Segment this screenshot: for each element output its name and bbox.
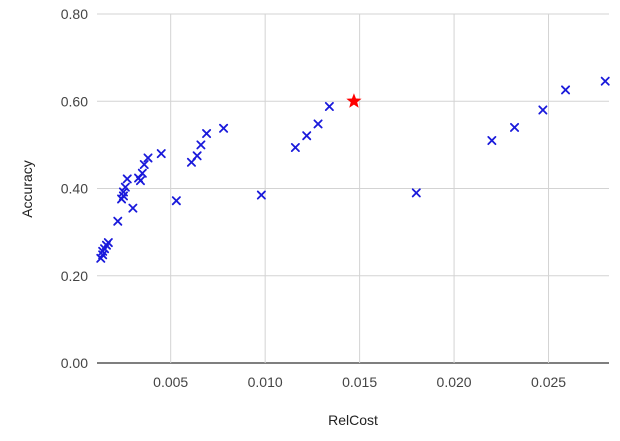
- data-point-x-marker: [411, 188, 421, 198]
- data-point-x-marker: [256, 190, 266, 200]
- grid-layer: [97, 13, 609, 364]
- data-point-x-marker: [538, 105, 548, 115]
- data-point-x-marker: [171, 196, 181, 206]
- data-point-x-marker: [122, 174, 132, 184]
- x-tick-label: 0.010: [248, 374, 283, 390]
- data-point-x-marker: [302, 131, 312, 141]
- data-point-x-marker: [192, 151, 202, 161]
- data-point-x-marker: [156, 149, 166, 159]
- y-tick-label: 0.80: [61, 6, 88, 22]
- points-layer: [96, 76, 610, 263]
- data-point-x-marker: [139, 160, 149, 170]
- highlighted-star-point: [346, 93, 362, 108]
- data-point-x-marker: [103, 238, 113, 248]
- data-point-x-marker: [196, 140, 206, 150]
- y-tick-label: 0.20: [61, 268, 88, 284]
- data-point-x-marker: [143, 153, 153, 163]
- data-point-x-marker: [313, 119, 323, 129]
- data-point-x-marker: [135, 176, 145, 186]
- x-tick-label: 0.015: [342, 374, 377, 390]
- data-point-x-marker: [290, 142, 300, 152]
- y-axis-title: Accuracy: [19, 160, 35, 218]
- axis-layer: 0.00 0.20 0.40 0.60 0.80 0.005 0.010 0.015 0.020…: [61, 6, 567, 390]
- data-point-x-marker: [219, 123, 229, 133]
- data-point-x-marker: [561, 85, 571, 95]
- y-tick-label: 0.40: [61, 181, 88, 197]
- y-tick-label: 0.00: [61, 355, 88, 371]
- data-point-x-marker: [118, 187, 128, 197]
- x-tick-label: 0.025: [531, 374, 566, 390]
- x-tick-label: 0.005: [153, 374, 188, 390]
- data-point-x-marker: [113, 216, 123, 226]
- y-tick-label: 0.60: [61, 93, 88, 109]
- data-point-x-marker: [137, 168, 147, 178]
- data-point-x-marker: [324, 101, 334, 111]
- data-point-x-marker: [600, 76, 610, 86]
- data-point-x-marker: [510, 122, 520, 132]
- x-axis-title: RelCost: [328, 412, 378, 428]
- data-point-x-marker: [202, 129, 212, 139]
- data-point-x-marker: [487, 136, 497, 146]
- data-point-x-marker: [128, 203, 138, 213]
- data-point-x-marker: [120, 182, 130, 192]
- x-tick-label: 0.020: [437, 374, 472, 390]
